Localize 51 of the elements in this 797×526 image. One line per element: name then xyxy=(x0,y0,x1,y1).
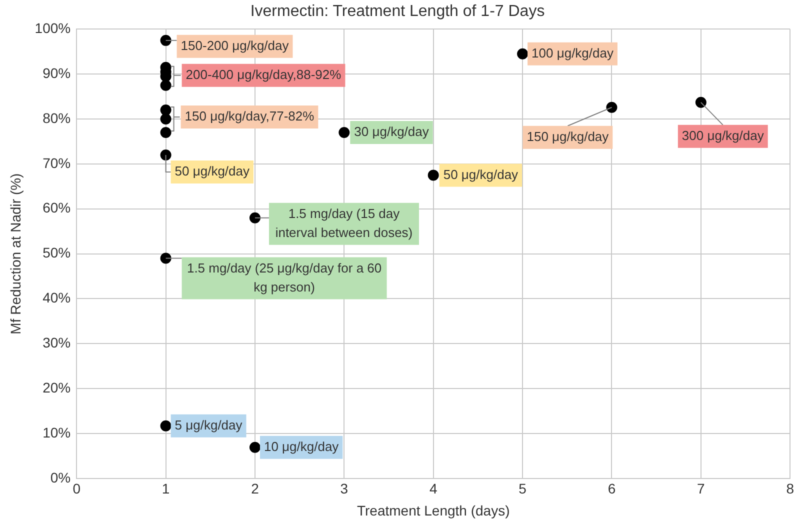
x-tick-label: 5 xyxy=(518,480,527,497)
annotation: 5 μg/kg/day xyxy=(174,417,243,432)
x-tick-label: 1 xyxy=(162,480,170,497)
point xyxy=(428,170,439,181)
y-tick-label: 20% xyxy=(42,379,71,396)
x-tick-label: 3 xyxy=(340,480,348,497)
annotation: 150-200 μg/kg/day xyxy=(180,38,290,54)
annotation: 150 μg/kg/day,77-82% xyxy=(184,108,315,124)
y-tick-label: 70% xyxy=(42,154,71,171)
y-tick-label: 80% xyxy=(42,110,71,126)
point xyxy=(249,442,260,453)
x-axis-title: Treatment Length (days) xyxy=(356,502,510,518)
x-tick-label: 2 xyxy=(251,480,260,497)
x-tick-label: 4 xyxy=(429,480,438,497)
annotation: 1.5 mg/day (15 day interval between doses) xyxy=(275,206,413,240)
annotation: 300 μg/kg/day xyxy=(682,128,764,143)
point xyxy=(160,114,172,125)
annotation: 30 μg/kg/day xyxy=(354,124,430,140)
y-tick-label: 10% xyxy=(42,424,71,440)
y-axis-title: Mf Reduction at Nadir (%) xyxy=(7,173,24,334)
y-tick-label: 0% xyxy=(50,469,71,486)
y-tick-label: 100% xyxy=(34,20,71,36)
x-tick-label: 6 xyxy=(608,480,616,497)
point xyxy=(160,127,172,138)
point xyxy=(160,104,172,116)
point xyxy=(338,127,350,138)
point xyxy=(160,420,172,432)
y-tick-label: 30% xyxy=(42,334,71,350)
annotation: 10 μg/kg/day xyxy=(264,438,340,454)
annotation: 1.5 mg/day (25 μg/kg/day for a 60 kg person) xyxy=(186,260,382,294)
point xyxy=(249,212,260,224)
annotation: 100 μg/kg/day xyxy=(532,45,614,60)
annotation: 200-400 μg/kg/day,88-92% xyxy=(186,66,342,82)
point xyxy=(695,96,706,108)
x-tick-label: 8 xyxy=(786,480,794,497)
chart-title: Ivermectin: Treatment Length of 1-7 Days xyxy=(250,3,545,20)
annotation: 50 μg/kg/day xyxy=(174,164,250,179)
point xyxy=(606,102,618,113)
y-tick-label: 40% xyxy=(42,290,71,306)
y-tick-label: 50% xyxy=(42,244,71,261)
annotation: 50 μg/kg/day xyxy=(443,166,519,182)
point xyxy=(160,252,172,264)
point xyxy=(517,48,528,60)
point xyxy=(160,80,172,91)
annotation: 150 μg/kg/day xyxy=(526,128,610,144)
point xyxy=(160,34,172,46)
x-tick-label: 7 xyxy=(697,480,706,497)
x-tick-label: 0 xyxy=(72,480,81,497)
y-tick-label: 90% xyxy=(42,64,71,81)
point xyxy=(160,149,172,160)
y-tick-label: 60% xyxy=(42,200,71,216)
